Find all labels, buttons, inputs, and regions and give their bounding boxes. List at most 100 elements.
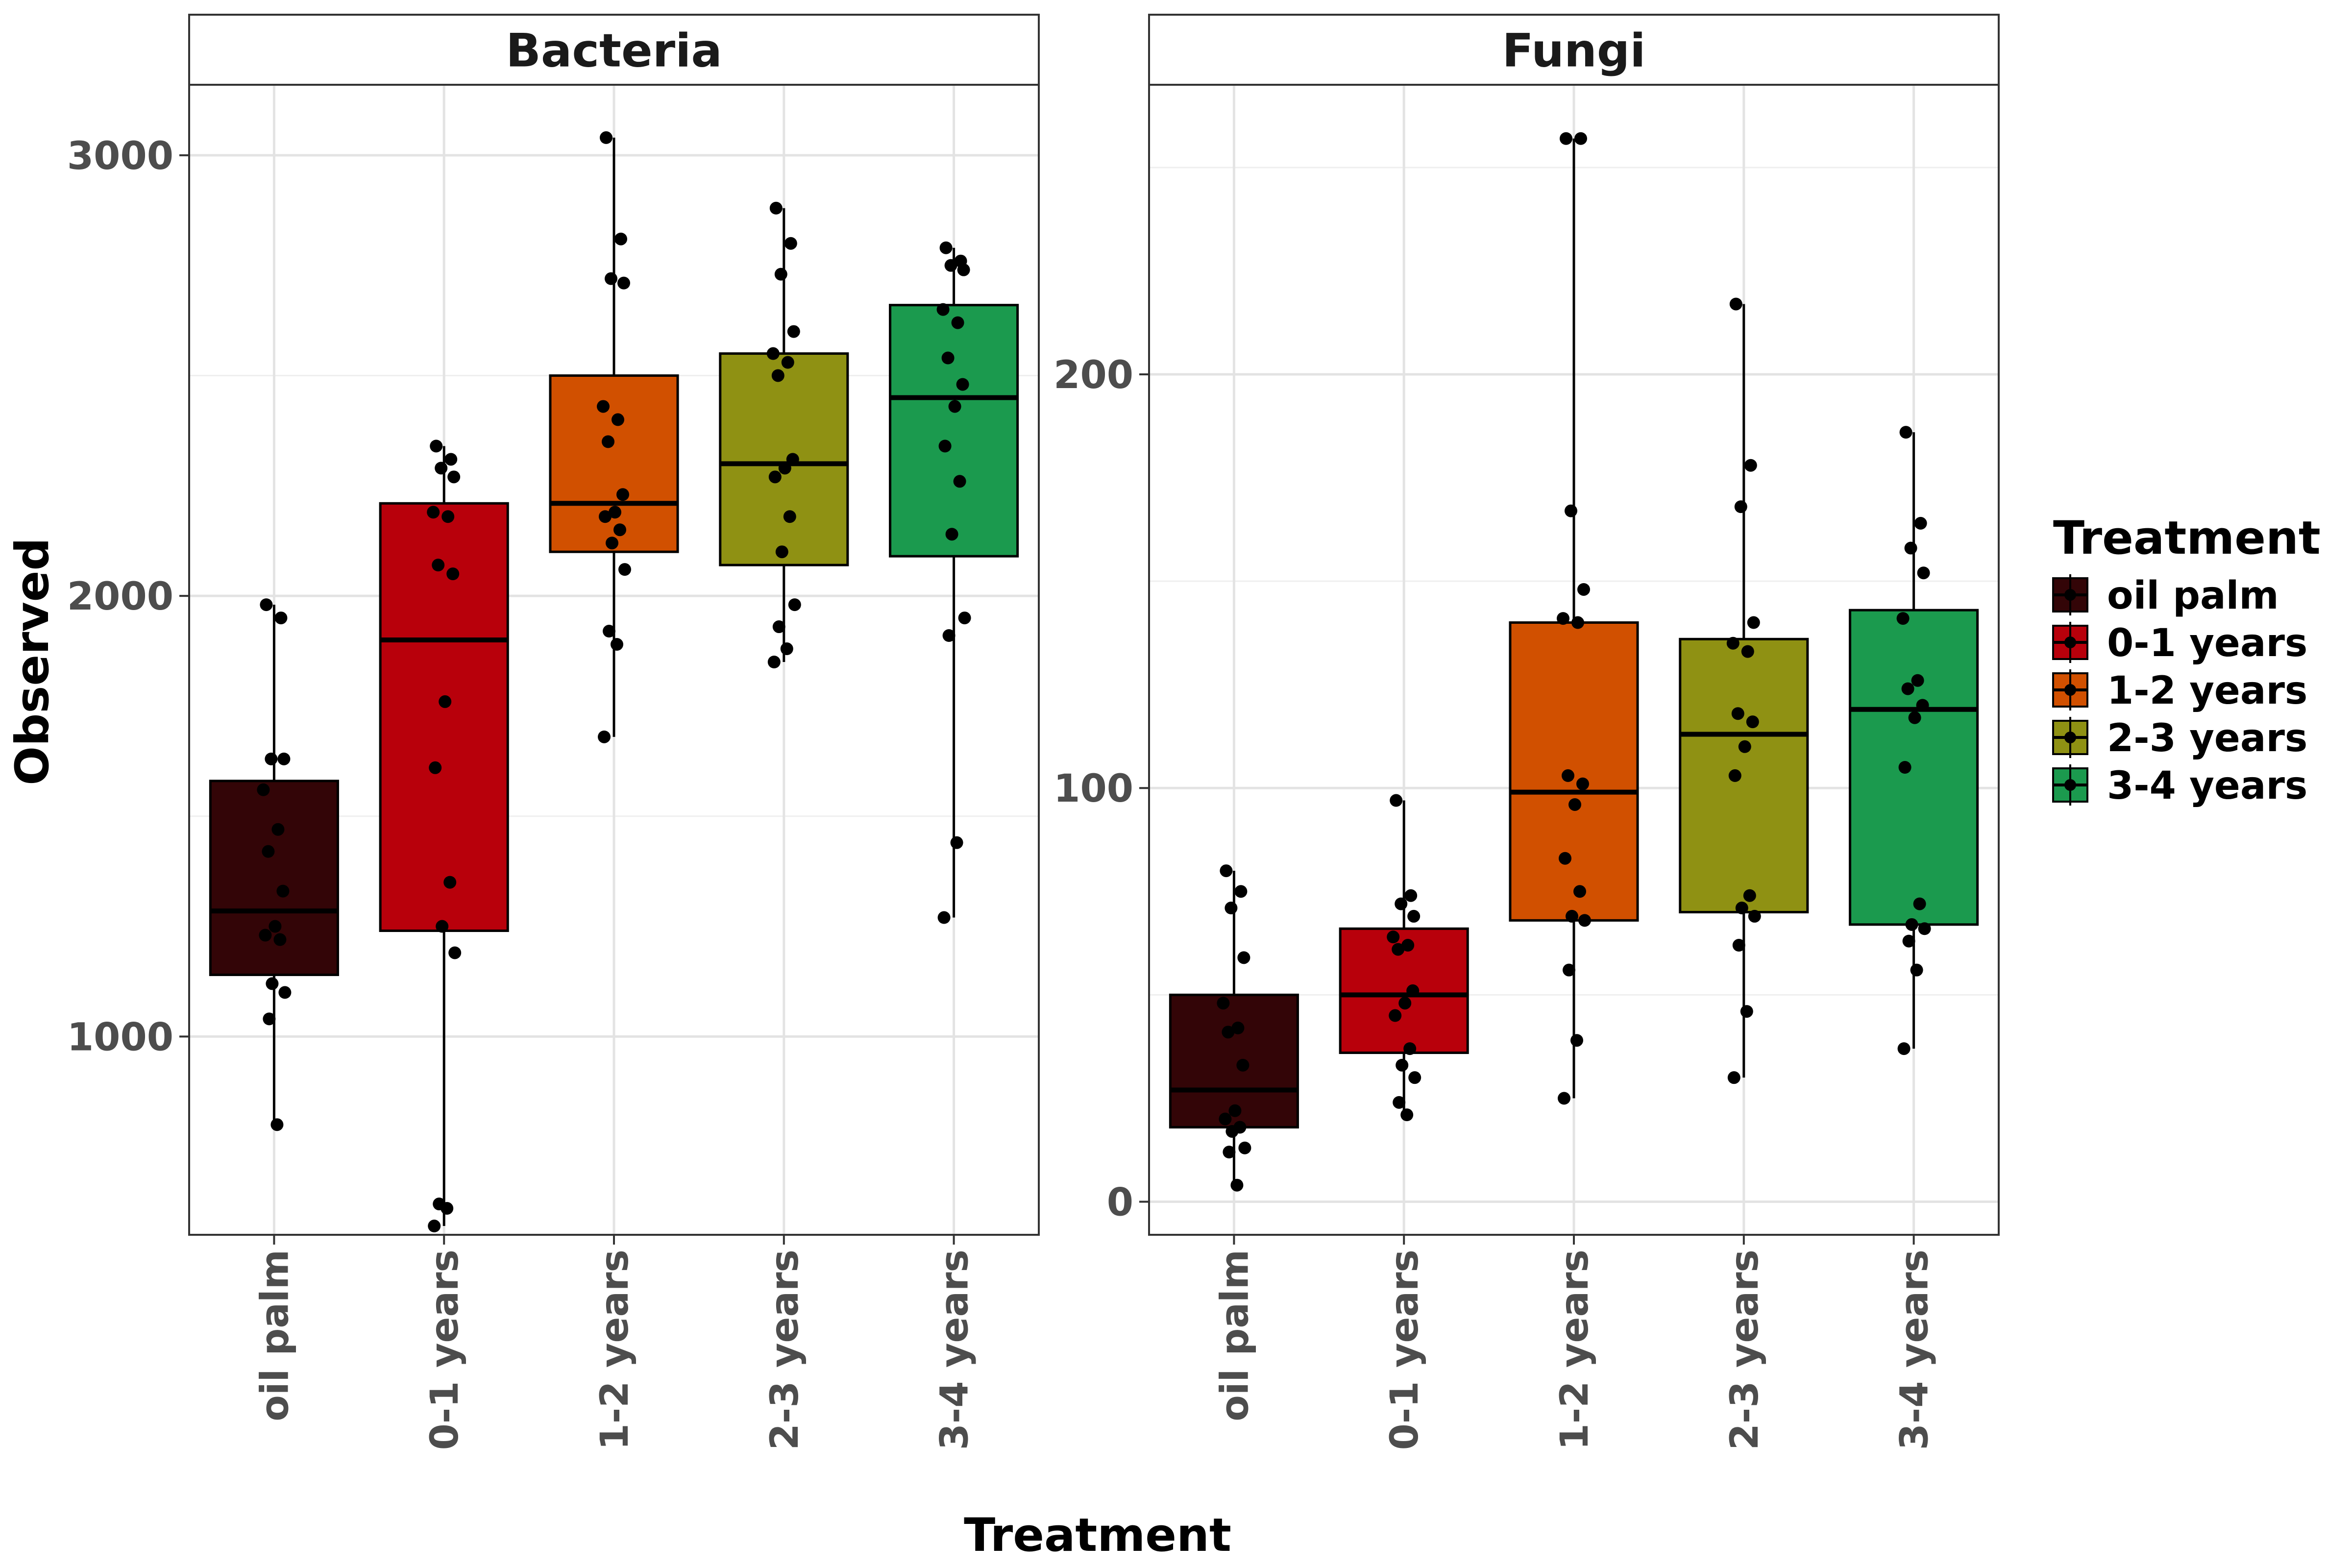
data-point: [263, 1012, 276, 1026]
data-point: [278, 986, 292, 999]
data-point: [600, 131, 612, 144]
data-point: [1905, 918, 1918, 931]
data-point: [1393, 1096, 1406, 1109]
y-tick-label: 2000: [67, 575, 173, 619]
data-point: [958, 612, 971, 625]
facet-title: Fungi: [1502, 24, 1646, 78]
data-point: [436, 920, 449, 933]
legend-key-point: [2064, 684, 2076, 696]
x-tick-label: 3-4 years: [1893, 1250, 1937, 1450]
data-point: [265, 752, 278, 765]
data-point: [950, 836, 963, 849]
data-point: [430, 440, 443, 453]
data-point: [276, 884, 290, 898]
box-oil-palm: [209, 780, 339, 976]
data-point: [446, 567, 460, 581]
x-tick-label: oil palm: [253, 1250, 297, 1421]
data-point: [1916, 699, 1929, 712]
data-point: [767, 655, 781, 668]
data-point: [1904, 541, 1917, 555]
y-axis-title: Observed: [6, 538, 59, 785]
box-0-1-years: [379, 502, 509, 932]
x-tick-label: 1-2 years: [593, 1250, 637, 1450]
data-point: [1230, 1178, 1244, 1192]
data-point: [784, 237, 797, 250]
data-point: [1917, 566, 1930, 580]
data-point: [769, 201, 783, 215]
data-point: [1562, 769, 1574, 782]
data-point: [269, 920, 282, 933]
data-point: [1557, 612, 1569, 625]
data-point: [1217, 997, 1230, 1010]
box-2-3-years: [1679, 637, 1809, 913]
box-1-2-years: [1509, 621, 1639, 922]
data-point: [937, 911, 951, 924]
data-point: [1913, 897, 1926, 910]
data-point: [603, 625, 615, 638]
data-point: [1387, 931, 1400, 944]
y-tick-label: 200: [1054, 353, 1133, 397]
data-point: [1401, 939, 1415, 952]
data-point: [617, 276, 630, 290]
data-point: [1403, 1042, 1417, 1055]
data-point: [944, 259, 957, 272]
legend-label: 3-4 years: [2107, 764, 2307, 808]
data-point: [1735, 902, 1748, 915]
data-point: [1734, 500, 1747, 514]
data-point: [1918, 922, 1931, 935]
data-point: [772, 620, 785, 634]
data-point: [439, 695, 452, 708]
data-point: [1576, 777, 1589, 790]
data-point: [1234, 885, 1248, 898]
data-point: [1390, 794, 1403, 807]
data-point: [1395, 897, 1408, 910]
data-point: [257, 783, 270, 796]
data-point: [606, 537, 618, 550]
data-point: [1225, 902, 1238, 915]
data-point: [936, 303, 950, 316]
data-point: [1225, 1125, 1239, 1138]
data-point: [1573, 885, 1586, 898]
data-point: [1238, 1141, 1251, 1154]
legend-key-point: [2064, 637, 2076, 648]
data-point: [432, 559, 445, 572]
box-oil-palm: [1169, 993, 1299, 1128]
data-point: [1568, 798, 1581, 811]
data-point: [444, 453, 458, 466]
data-point: [260, 598, 273, 612]
data-point: [441, 510, 455, 523]
data-point: [1392, 943, 1405, 956]
data-point: [435, 462, 448, 475]
data-point: [1897, 1042, 1911, 1055]
data-point: [1908, 711, 1921, 724]
data-point: [1222, 1026, 1235, 1039]
data-point: [1223, 1146, 1236, 1159]
data-point: [1228, 1104, 1242, 1117]
data-point: [274, 612, 288, 625]
data-point: [1910, 963, 1923, 977]
y-tick-label: 3000: [67, 134, 173, 178]
data-point: [443, 876, 457, 889]
panel-fungi: Fungi 0 100 200 oil palm 0-1 years 1-2 years 2-…: [1054, 14, 2000, 1450]
data-point: [1729, 297, 1742, 311]
data-point: [948, 400, 961, 413]
data-point: [766, 347, 780, 360]
data-point: [778, 462, 791, 475]
data-point: [605, 272, 617, 285]
x-axis-title: Treatment: [964, 1509, 1231, 1562]
data-point: [1741, 645, 1754, 658]
legend-label: oil palm: [2107, 574, 2279, 618]
data-point: [271, 823, 285, 836]
data-point: [1901, 682, 1914, 695]
data-point: [951, 316, 964, 329]
data-point: [1731, 707, 1744, 720]
data-point: [938, 440, 952, 453]
x-tick-label: 3-4 years: [933, 1250, 977, 1450]
data-point: [1898, 761, 1911, 774]
data-point: [609, 506, 621, 519]
data-point: [441, 1202, 454, 1215]
data-point: [273, 933, 287, 946]
